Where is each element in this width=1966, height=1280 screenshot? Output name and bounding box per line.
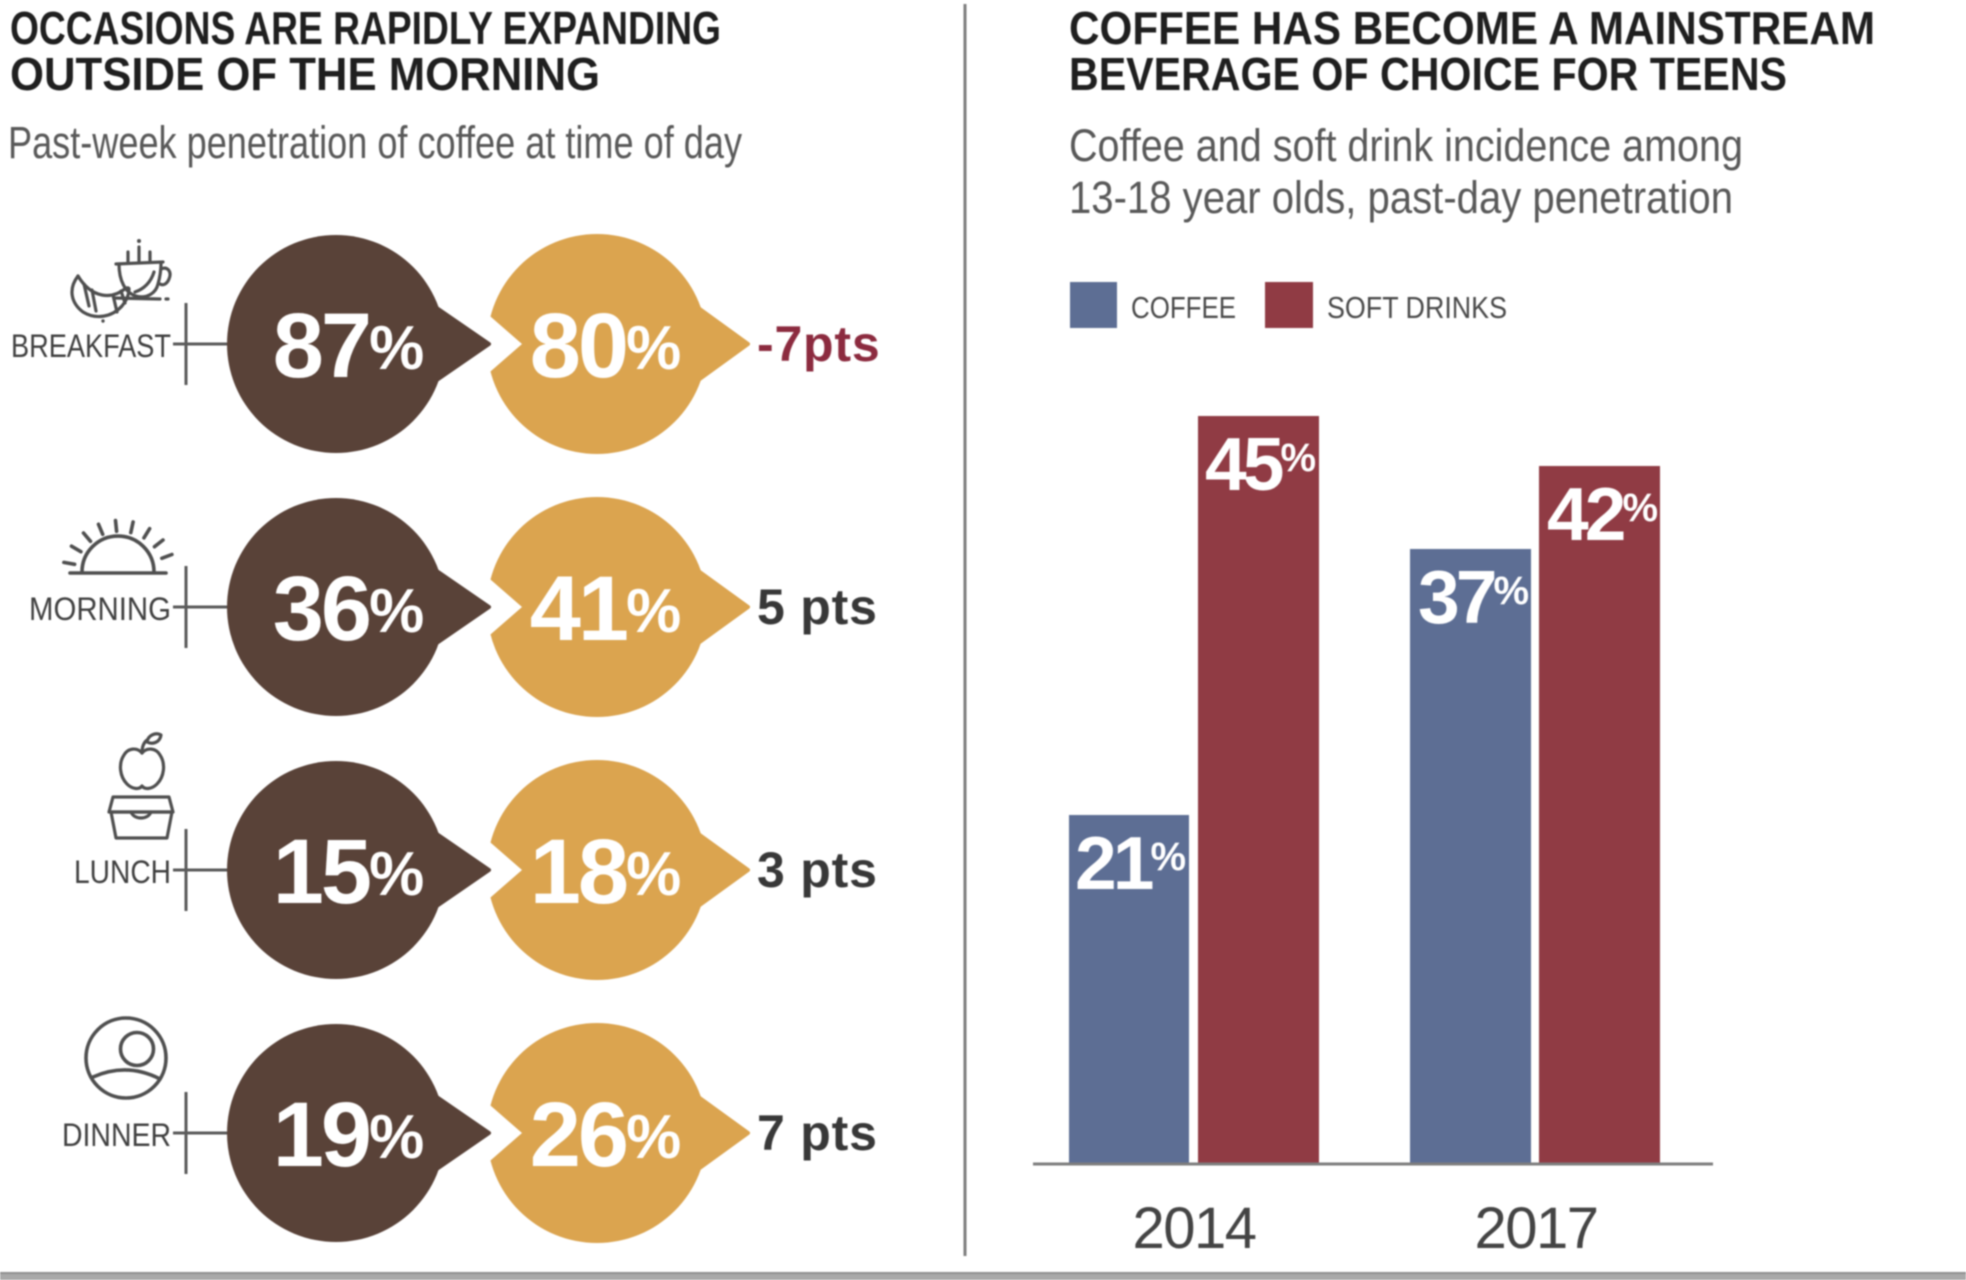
svg-text:7 pts: 7 pts: [757, 1105, 878, 1161]
svg-text:BREAKFAST: BREAKFAST: [11, 328, 171, 364]
svg-text:COFFEE HAS BECOME A MAINSTREAM: COFFEE HAS BECOME A MAINSTREAM: [1069, 2, 1875, 54]
svg-text:BEVERAGE OF CHOICE FOR TEENS: BEVERAGE OF CHOICE FOR TEENS: [1069, 48, 1787, 100]
svg-text:26%: 26%: [530, 1084, 680, 1186]
svg-text:45%: 45%: [1205, 422, 1315, 506]
svg-text:OUTSIDE OF THE MORNING: OUTSIDE OF THE MORNING: [10, 48, 600, 100]
svg-text:37%: 37%: [1418, 555, 1528, 639]
svg-text:LUNCH: LUNCH: [74, 854, 171, 890]
svg-text:-7pts: -7pts: [757, 316, 880, 372]
svg-text:SOFT DRINKS: SOFT DRINKS: [1327, 290, 1507, 325]
svg-text:OCCASIONS ARE RAPIDLY EXPANDIN: OCCASIONS ARE RAPIDLY EXPANDING: [10, 2, 721, 54]
svg-text:2017: 2017: [1474, 1196, 1597, 1261]
svg-text:2014: 2014: [1132, 1196, 1255, 1261]
svg-text:COFFEE: COFFEE: [1131, 290, 1236, 325]
svg-text:3 pts: 3 pts: [757, 842, 878, 898]
svg-text:13-18 year olds, past-day pene: 13-18 year olds, past-day penetration: [1069, 172, 1733, 223]
svg-text:MORNING: MORNING: [29, 591, 171, 627]
svg-text:DINNER: DINNER: [62, 1117, 171, 1153]
svg-text:Past-week penetration of coffe: Past-week penetration of coffee at time …: [8, 117, 742, 168]
svg-text:87%: 87%: [273, 295, 423, 397]
svg-text:Coffee and soft drink incidenc: Coffee and soft drink incidence among: [1069, 120, 1743, 171]
svg-text:15%: 15%: [273, 821, 423, 923]
svg-text:5 pts: 5 pts: [757, 579, 878, 635]
